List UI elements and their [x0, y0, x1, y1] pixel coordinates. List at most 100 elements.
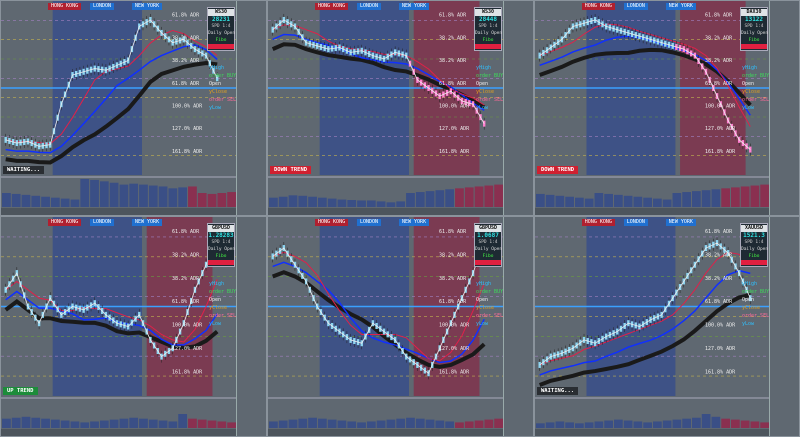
- histogram-bar: [682, 192, 691, 207]
- histogram-bar: [494, 418, 503, 428]
- histogram-bar: [327, 419, 337, 428]
- adr-level-label: 38.2% ADR: [172, 252, 200, 258]
- adr-level-label: 38.2% ADR: [172, 276, 200, 282]
- histogram-bar: [80, 179, 90, 207]
- signal-bar: [475, 260, 501, 265]
- histogram-bar: [41, 418, 50, 428]
- histogram-bar: [643, 197, 652, 207]
- candle: [749, 295, 752, 302]
- daily-open-label: Daily Open: [208, 31, 236, 36]
- histogram-bar: [672, 419, 682, 428]
- histogram-bar: [308, 196, 317, 207]
- symbol-label: DAX30: [741, 9, 767, 16]
- daily-open-label: Daily Open: [208, 247, 236, 252]
- ratio-label: SPD 1:4: [478, 240, 498, 245]
- histogram-bar: [653, 421, 662, 428]
- histogram-bar: [435, 420, 445, 428]
- histogram-bar: [682, 418, 691, 428]
- histogram-bar: [90, 421, 99, 428]
- histogram-bar: [594, 193, 604, 207]
- chart-panel-ws30[interactable]: 61.8% ADR 38.2% ADR 38.2% ADR 61.8% ADR 100.…: [0, 0, 267, 216]
- yclose-label: yClose: [209, 89, 227, 95]
- ma-black-line: [538, 47, 752, 107]
- order-sell-label: order SELL: [742, 313, 772, 319]
- order-sell-label: order SELL: [476, 313, 506, 319]
- histogram-bar: [308, 417, 317, 428]
- price-axis[interactable]: [769, 1, 799, 215]
- chart-panel-gbpusd[interactable]: 61.8% ADR 38.2% ADR 38.2% ADR 61.8% ADR 100.…: [0, 216, 267, 437]
- histogram-bar: [701, 190, 711, 207]
- chart-panel-dax30[interactable]: 61.8% ADR 38.2% ADR 38.2% ADR 61.8% ADR 100.…: [534, 0, 800, 216]
- histogram-bar: [2, 418, 11, 428]
- ylow-label: yLow: [476, 321, 489, 327]
- histogram-bar: [168, 188, 178, 207]
- histogram-bar: [672, 193, 682, 207]
- histogram-bar: [50, 197, 60, 207]
- session-label: HONG KONG: [581, 219, 615, 226]
- adr-level-label: 38.2% ADR: [705, 252, 733, 258]
- session-label: NEW YORK: [132, 3, 163, 10]
- histogram-bar: [760, 184, 769, 207]
- adr-level-label: 61.8% ADR: [439, 299, 467, 305]
- chart-panel-gbpusd[interactable]: 61.8% ADR 38.2% ADR 38.2% ADR 61.8% ADR 100.…: [267, 216, 534, 437]
- histogram-bar: [575, 423, 584, 428]
- histogram-bar: [565, 422, 574, 428]
- histogram-bar: [406, 417, 415, 428]
- adr-level-label: 161.8% ADR: [439, 369, 470, 375]
- chart-panel-xauusd[interactable]: 61.8% ADR 38.2% ADR 38.2% ADR 61.8% ADR 100.…: [534, 216, 800, 437]
- price-line: [539, 242, 751, 366]
- session-label: LONDON: [357, 3, 382, 10]
- ma-red-line: [539, 23, 751, 127]
- histogram-bar: [269, 197, 278, 207]
- histogram-bar: [139, 184, 148, 207]
- price-axis[interactable]: [236, 217, 266, 436]
- adr-level-label: 38.2% ADR: [439, 276, 467, 282]
- histogram-bar: [217, 421, 227, 428]
- price-axis[interactable]: [769, 217, 799, 436]
- histogram-bar: [662, 420, 672, 428]
- price-line: [272, 19, 485, 124]
- signal-bar: [741, 260, 767, 265]
- histogram-bar: [31, 195, 41, 207]
- price-axis[interactable]: [236, 1, 266, 215]
- histogram-bar: [594, 421, 604, 428]
- session-label: HONG KONG: [48, 3, 82, 10]
- chart-canvas: 61.8% ADR 38.2% ADR 38.2% ADR 61.8% ADR 100.…: [268, 217, 533, 436]
- price-axis[interactable]: [503, 217, 533, 436]
- order-buy-label: order BUY: [209, 289, 236, 295]
- adr-level-label: 161.8% ADR: [705, 149, 736, 155]
- histogram-bar: [178, 414, 188, 428]
- histogram-bar: [99, 420, 109, 428]
- histogram-bar: [692, 417, 701, 428]
- histogram-bar: [653, 198, 662, 207]
- histogram-bar: [565, 196, 574, 207]
- time-axis: [1, 429, 266, 436]
- trend-status-badge: DOWN TREND: [537, 166, 579, 174]
- daily-open-label: Daily Open: [475, 247, 503, 252]
- yclose-label: yClose: [209, 305, 227, 311]
- daily-open-label: Daily Open: [475, 31, 503, 36]
- ma-red-line: [5, 29, 218, 145]
- histogram-bar: [119, 184, 129, 207]
- price-axis[interactable]: [503, 1, 533, 215]
- histogram-bar: [484, 185, 494, 207]
- ma-red-line: [272, 251, 485, 362]
- histogram-bar: [80, 422, 90, 428]
- adr-level-label: 100.0% ADR: [439, 323, 470, 329]
- adr-level-label: 38.2% ADR: [705, 276, 733, 282]
- chart-canvas: 61.8% ADR 38.2% ADR 38.2% ADR 61.8% ADR 100.…: [535, 1, 799, 215]
- session-label: NEW YORK: [132, 219, 163, 226]
- ma-red-line: [5, 279, 218, 343]
- chart-panel-ws30[interactable]: 61.8% ADR 38.2% ADR 38.2% ADR 61.8% ADR 100.…: [267, 0, 534, 216]
- fibo-label: Fibo: [482, 38, 494, 43]
- histogram-bar: [425, 191, 435, 207]
- adr-level-label: 38.2% ADR: [172, 35, 200, 41]
- histogram-bar: [317, 197, 327, 207]
- order-buy-label: order BUY: [742, 289, 769, 295]
- histogram-bar: [129, 417, 139, 428]
- adr-level-label: 127.0% ADR: [172, 346, 203, 352]
- order-buy-label: order BUY: [209, 73, 236, 79]
- histogram-bar: [2, 193, 11, 207]
- candle: [271, 26, 274, 33]
- histogram-bar: [21, 416, 31, 428]
